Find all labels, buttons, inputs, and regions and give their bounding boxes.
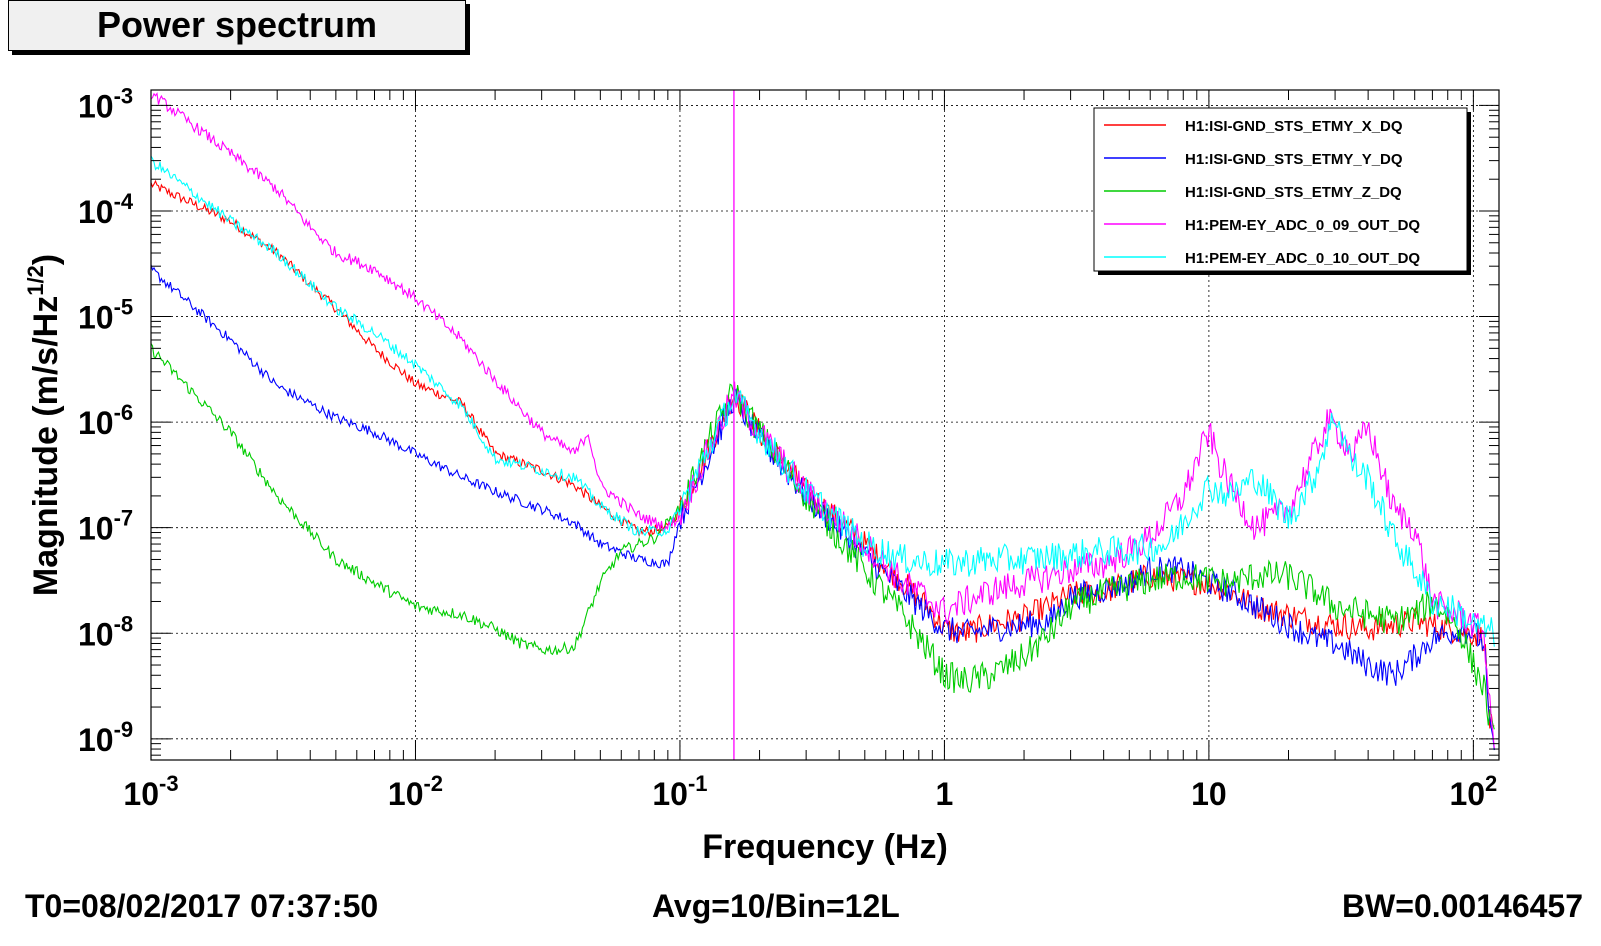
series-line-4: [150, 92, 1495, 749]
legend-label: H1:ISI-GND_STS_ETMY_X_DQ: [1185, 118, 1403, 135]
legend: H1:ISI-GND_STS_ETMY_X_DQ H1:ISI-GND_STS_E…: [1093, 107, 1471, 275]
chart-title-box: Power spectrum: [8, 0, 466, 51]
y-tick-label: 10-8: [78, 611, 133, 652]
chart-title: Power spectrum: [96, 4, 378, 45]
footer-t0: T0=08/02/2017 07:37:50: [25, 888, 379, 924]
legend-label: H1:PEM-EY_ADC_0_10_OUT_DQ: [1185, 250, 1420, 267]
y-tick-label: 10-7: [78, 506, 133, 547]
plot-frame: [150, 89, 1500, 761]
x-tick-label: 10-3: [123, 771, 178, 812]
ticks-layer: [150, 90, 1499, 760]
series-line-3: [150, 343, 1495, 730]
series-line-2: [150, 264, 1495, 751]
y-tick-label: 10-9: [78, 717, 133, 758]
footer-avg: Avg=10/Bin=12L: [652, 888, 900, 924]
legend-label: H1:ISI-GND_STS_ETMY_Z_DQ: [1185, 184, 1402, 201]
y-tick-label: 10-5: [78, 295, 133, 336]
footer-bw: BW=0.00146457: [1341, 888, 1583, 924]
x-tick-label: 10-1: [652, 771, 707, 812]
y-tick-label: 10-4: [78, 189, 134, 230]
x-axis-title: Frequency (Hz): [702, 828, 948, 866]
x-tick-label: 102: [1449, 771, 1497, 812]
x-tick-label: 10-2: [388, 771, 443, 812]
legend-box: [1093, 107, 1468, 272]
legend-label: H1:PEM-EY_ADC_0_09_OUT_DQ: [1185, 217, 1420, 234]
y-tick-label: 10-6: [78, 400, 133, 441]
legend-label: H1:ISI-GND_STS_ETMY_Y_DQ: [1185, 151, 1403, 168]
y-axis-title: Magnitude (m/s/Hz1/2): [23, 254, 65, 596]
x-tick-label: 1: [936, 776, 954, 812]
curves-layer: [150, 92, 1495, 751]
y-tick-label: 10-3: [78, 83, 133, 124]
x-tick-label: 10: [1191, 776, 1227, 812]
series-line-5: [150, 155, 1495, 647]
